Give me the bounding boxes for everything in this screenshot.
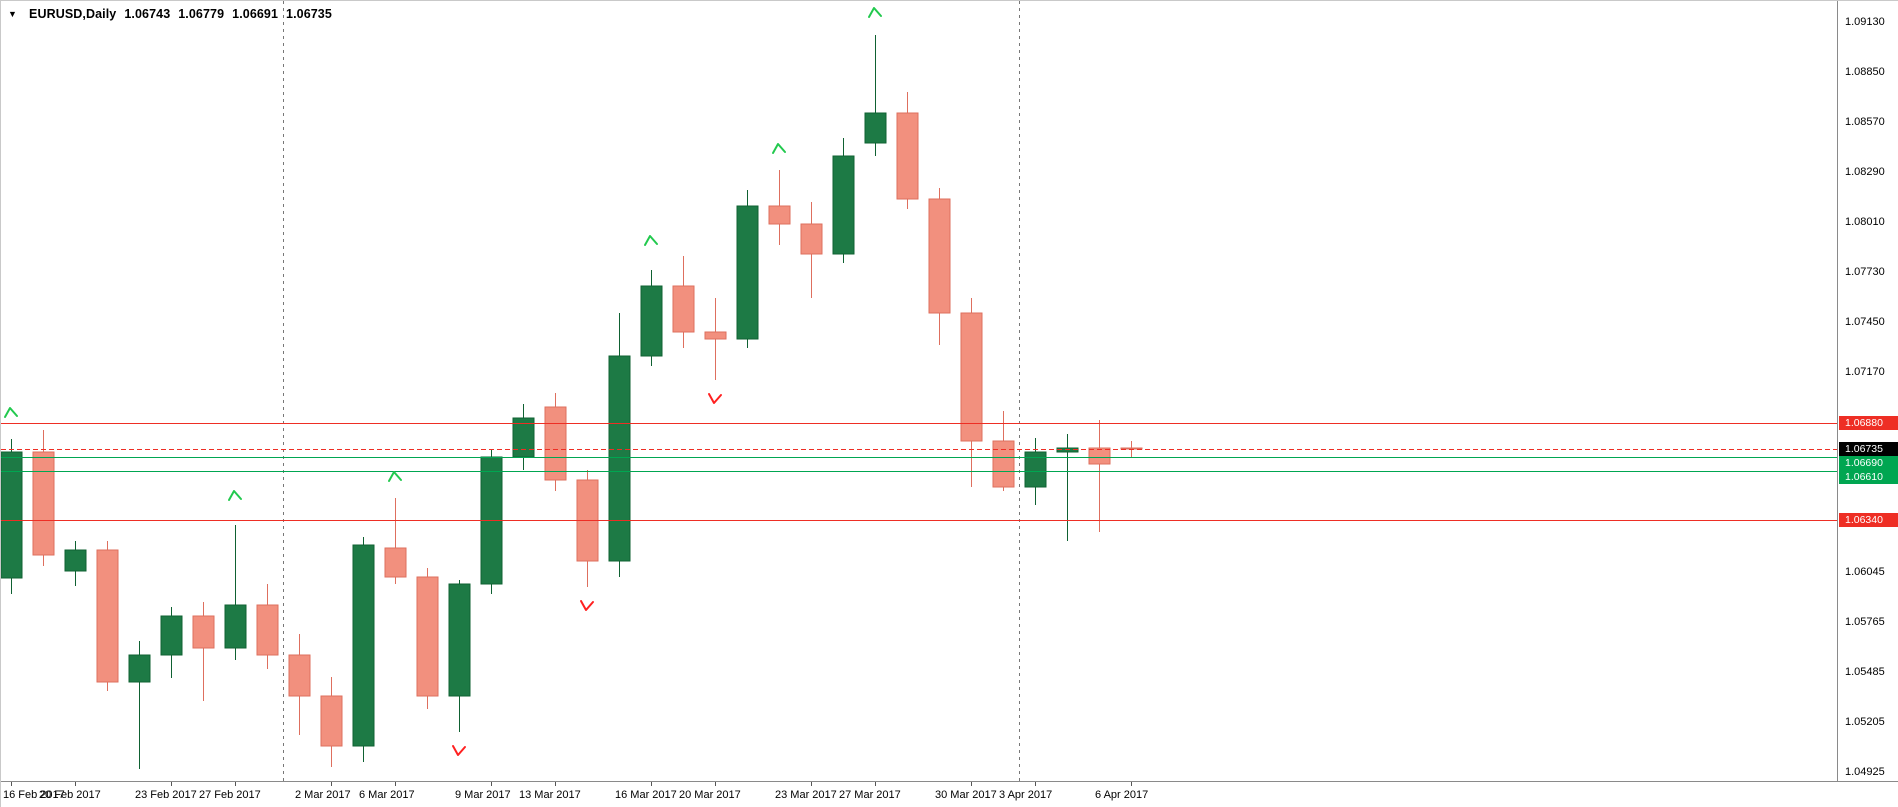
- price-axis[interactable]: 1.09130 1.08850 1.08570 1.08290 1.08010 1.077…: [1837, 1, 1898, 781]
- time-axis-tick: [171, 782, 172, 786]
- time-axis-tick: [555, 782, 556, 786]
- candle-6-mar-2017: [384, 498, 407, 584]
- time-axis-tick: [11, 782, 12, 786]
- time-axis-tick: [875, 782, 876, 786]
- price-axis-tick: 1.08010: [1845, 216, 1885, 228]
- time-axis-tick: [651, 782, 652, 786]
- candle-28-mar-2017: [896, 92, 919, 209]
- price-label-1.06610: 1.06610: [1839, 470, 1898, 484]
- candle-17-feb-2017: [32, 430, 55, 566]
- time-axis-label: 20 Mar 2017: [679, 789, 741, 801]
- candle-16-feb-2017: [1, 439, 23, 594]
- candle-5-apr-2017: [1088, 420, 1111, 532]
- time-axis-label: 27 Mar 2017: [839, 789, 901, 801]
- time-axis-tick: [1131, 782, 1132, 786]
- candle-2-mar-2017: [320, 677, 343, 767]
- time-axis-label: 2 Mar 2017: [295, 789, 351, 801]
- fractal-up-arrow: [388, 471, 402, 482]
- chart-canvas: [1, 1, 1837, 781]
- price-axis-tick: 1.07450: [1845, 316, 1885, 328]
- fractal-up-arrow: [644, 235, 658, 246]
- candle-22-mar-2017: [768, 170, 791, 245]
- price-label-1.06735: 1.06735: [1839, 442, 1898, 456]
- candle-29-mar-2017: [928, 188, 951, 345]
- price-axis-tick: 1.07170: [1845, 366, 1885, 378]
- time-axis[interactable]: 16 Feb 2017 20 Feb 2017 23 Feb 2017 27 Feb …: [1, 781, 1898, 807]
- price-axis-tick: 1.09130: [1845, 16, 1885, 28]
- candle-23-feb-2017: [160, 607, 183, 678]
- candle-30-mar-2017: [960, 298, 983, 487]
- time-axis-label: 20 Feb 2017: [39, 789, 101, 801]
- time-axis-tick: [491, 782, 492, 786]
- candle-28-feb-2017: [256, 584, 279, 669]
- time-axis-label: 6 Apr 2017: [1095, 789, 1149, 801]
- price-label-1.06880: 1.06880: [1839, 416, 1898, 430]
- candle-22-feb-2017: [128, 641, 151, 769]
- time-axis-tick: [811, 782, 812, 786]
- price-axis-tick: 1.08570: [1845, 116, 1885, 128]
- candle-8-mar-2017: [448, 580, 471, 732]
- fractal-down-arrow: [708, 393, 722, 404]
- candle-14-mar-2017: [576, 470, 599, 587]
- candle-20-feb-2017: [64, 541, 87, 586]
- time-axis-label: 13 Mar 2017: [519, 789, 581, 801]
- price-axis-tick: 1.05205: [1845, 716, 1885, 728]
- candle-15-mar-2017: [608, 313, 631, 577]
- price-axis-tick: 1.05765: [1845, 616, 1885, 628]
- fractal-up-arrow: [868, 7, 882, 18]
- time-axis-label: 23 Feb 2017: [135, 789, 197, 801]
- time-axis-label: 16 Feb 2017: [3, 789, 65, 801]
- candle-23-mar-2017: [800, 202, 823, 298]
- price-axis-tick: 1.07730: [1845, 266, 1885, 278]
- fractal-up-arrow: [772, 143, 786, 154]
- time-axis-tick: [235, 782, 236, 786]
- fractal-down-arrow: [580, 600, 594, 611]
- candle-27-feb-2017: [224, 525, 247, 660]
- candle-1-mar-2017: [288, 634, 311, 735]
- time-axis-label: 3 Apr 2017: [999, 789, 1053, 801]
- time-axis-tick: [75, 782, 76, 786]
- candle-13-mar-2017: [544, 393, 567, 491]
- candle-10-mar-2017: [512, 404, 535, 470]
- candle-24-feb-2017: [192, 602, 215, 701]
- time-axis-tick: [971, 782, 972, 786]
- time-axis-tick: [715, 782, 716, 786]
- time-axis-label: 23 Mar 2017: [775, 789, 837, 801]
- fractal-down-arrow: [452, 745, 466, 756]
- candle-17-mar-2017: [672, 256, 695, 348]
- fractal-up-arrow: [228, 490, 242, 501]
- candle-21-mar-2017: [736, 190, 759, 348]
- candle-20-mar-2017: [704, 298, 727, 380]
- price-label-1.06690: 1.06690: [1839, 456, 1898, 470]
- candle-3-mar-2017: [352, 537, 375, 762]
- chart-plot-area[interactable]: ▼ EURUSD,Daily 1.06743 1.06779 1.06691 1…: [1, 1, 1837, 781]
- candle-7-mar-2017: [416, 568, 439, 709]
- time-axis-tick: [331, 782, 332, 786]
- time-axis-label: 27 Feb 2017: [199, 789, 261, 801]
- time-axis-tick: [395, 782, 396, 786]
- fractal-up-arrow: [4, 407, 18, 418]
- time-axis-label: 30 Mar 2017: [935, 789, 997, 801]
- price-axis-tick: 1.06045: [1845, 566, 1885, 578]
- candle-31-mar-2017: [992, 411, 1015, 491]
- candle-16-mar-2017: [640, 270, 663, 366]
- chart-dropdown-icon[interactable]: ▼: [8, 9, 18, 19]
- candle-27-mar-2017: [864, 35, 887, 156]
- candle-4-apr-2017: [1056, 434, 1079, 541]
- time-axis-tick: [1035, 782, 1036, 786]
- time-axis-label: 9 Mar 2017: [455, 789, 511, 801]
- time-axis-label: 16 Mar 2017: [615, 789, 677, 801]
- time-axis-label: 6 Mar 2017: [359, 789, 415, 801]
- price-axis-tick: 1.08850: [1845, 66, 1885, 78]
- candle-24-mar-2017: [832, 138, 855, 263]
- price-axis-tick: 1.08290: [1845, 166, 1885, 178]
- price-label-1.06340: 1.06340: [1839, 513, 1898, 527]
- candle-21-feb-2017: [96, 541, 119, 691]
- price-axis-tick: 1.04925: [1845, 766, 1885, 778]
- price-axis-tick: 1.05485: [1845, 666, 1885, 678]
